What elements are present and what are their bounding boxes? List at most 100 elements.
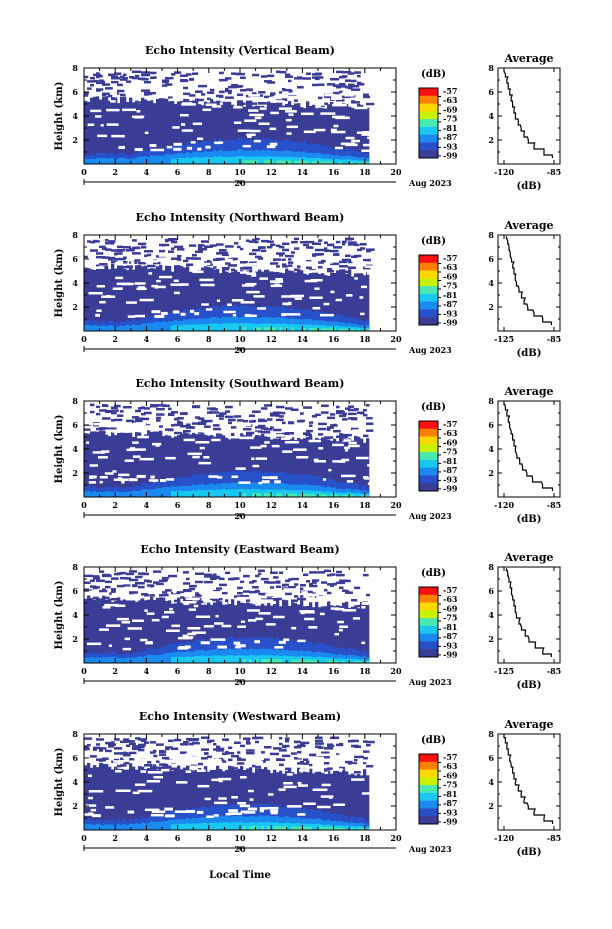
echo-cell bbox=[165, 768, 169, 830]
echo-cell bbox=[258, 572, 262, 576]
x-tick-label: 6 bbox=[175, 833, 181, 843]
echo-cell bbox=[366, 604, 370, 663]
colorbar-swatch bbox=[419, 785, 438, 794]
echo-cell bbox=[279, 91, 284, 94]
echo-cell bbox=[84, 159, 88, 164]
data-gap bbox=[205, 103, 217, 107]
echo-cell bbox=[159, 155, 163, 164]
echo-cell bbox=[354, 605, 358, 663]
echo-cell bbox=[300, 240, 307, 244]
echo-cell bbox=[354, 745, 362, 749]
echo-cell bbox=[288, 822, 292, 830]
echo-cell bbox=[99, 266, 103, 331]
data-gap bbox=[335, 298, 343, 302]
echo-cell bbox=[147, 100, 151, 164]
profile-x-tick-label: -125 bbox=[494, 666, 514, 676]
echo-cell bbox=[318, 239, 323, 242]
echo-cell bbox=[183, 740, 189, 744]
echo-cell bbox=[120, 75, 125, 79]
echo-cell bbox=[171, 824, 175, 830]
echo-cell bbox=[180, 158, 184, 164]
profile-frame bbox=[497, 234, 561, 332]
echo-cell bbox=[201, 757, 208, 760]
echo-cell bbox=[240, 323, 244, 331]
data-gap bbox=[147, 771, 163, 774]
echo-cell bbox=[117, 597, 121, 663]
echo-cell bbox=[234, 822, 238, 830]
echo-cell bbox=[315, 739, 323, 743]
echo-cell bbox=[324, 569, 332, 573]
echo-cell bbox=[252, 238, 256, 242]
echo-cell bbox=[108, 94, 113, 98]
echo-cell bbox=[201, 489, 205, 497]
echo-cell bbox=[198, 157, 202, 164]
data-gap bbox=[288, 113, 294, 116]
data-gap bbox=[212, 761, 223, 764]
data-gap bbox=[364, 265, 375, 268]
echo-cell bbox=[291, 772, 295, 830]
echo-cell bbox=[303, 243, 310, 247]
data-gap bbox=[223, 602, 228, 605]
echo-cell bbox=[141, 656, 145, 663]
echo-cell bbox=[192, 272, 196, 331]
data-gap bbox=[125, 597, 141, 601]
x-tick-label: 12 bbox=[266, 500, 277, 510]
echo-cell bbox=[213, 822, 217, 830]
echo-cell bbox=[228, 99, 232, 164]
data-gap bbox=[112, 287, 123, 291]
colorbar-tick-label: -75 bbox=[443, 447, 457, 457]
data-gap bbox=[156, 279, 161, 283]
colorbar-swatch bbox=[419, 610, 438, 619]
echo-cell bbox=[156, 766, 160, 770]
echo-cell bbox=[324, 588, 328, 592]
data-gap bbox=[241, 284, 255, 287]
echo-cell bbox=[255, 493, 259, 497]
echo-cell bbox=[231, 426, 237, 429]
echo-cell bbox=[219, 655, 223, 663]
echo-cell bbox=[159, 264, 163, 331]
echo-cell bbox=[153, 822, 157, 830]
echo-cell bbox=[180, 425, 190, 428]
data-gap bbox=[247, 789, 254, 793]
echo-cell bbox=[171, 491, 175, 497]
data-gap bbox=[266, 589, 279, 592]
echo-cell bbox=[129, 261, 134, 264]
echo-cell bbox=[228, 751, 235, 755]
echo-cell bbox=[249, 240, 257, 243]
echo-cell bbox=[243, 655, 247, 663]
data-gap bbox=[99, 300, 106, 304]
echo-cell bbox=[288, 437, 292, 497]
echo-cell bbox=[249, 160, 253, 164]
echo-cell bbox=[177, 101, 181, 164]
echo-cell bbox=[222, 489, 226, 497]
echo-cell bbox=[234, 577, 240, 580]
data-gap bbox=[308, 439, 321, 443]
echo-cell bbox=[300, 741, 310, 745]
y-axis-label: Height (km) bbox=[54, 748, 65, 817]
echo-cell bbox=[321, 259, 326, 263]
echo-cell bbox=[93, 825, 97, 830]
echo-cell bbox=[126, 80, 132, 83]
echo-cell bbox=[216, 100, 220, 164]
data-gap bbox=[246, 290, 260, 294]
echo-cell bbox=[96, 492, 100, 497]
data-gap bbox=[144, 808, 160, 812]
x-tick-label: 6 bbox=[175, 500, 181, 510]
echo-cell bbox=[327, 161, 331, 164]
echo-cell bbox=[276, 70, 281, 74]
echo-cell bbox=[225, 489, 229, 497]
data-gap bbox=[185, 753, 200, 756]
colorbar-swatch bbox=[419, 134, 438, 143]
echo-cell bbox=[99, 570, 105, 573]
echo-cell bbox=[201, 420, 207, 423]
echo-cell bbox=[288, 324, 292, 331]
data-gap bbox=[113, 760, 125, 763]
echo-cell bbox=[162, 753, 167, 756]
echo-cell bbox=[132, 239, 137, 242]
data-gap bbox=[169, 756, 177, 760]
echo-cell bbox=[123, 405, 132, 409]
x-tick-label: 18 bbox=[359, 167, 371, 177]
echo-cell bbox=[174, 423, 184, 427]
colorbar-swatch bbox=[419, 301, 438, 310]
